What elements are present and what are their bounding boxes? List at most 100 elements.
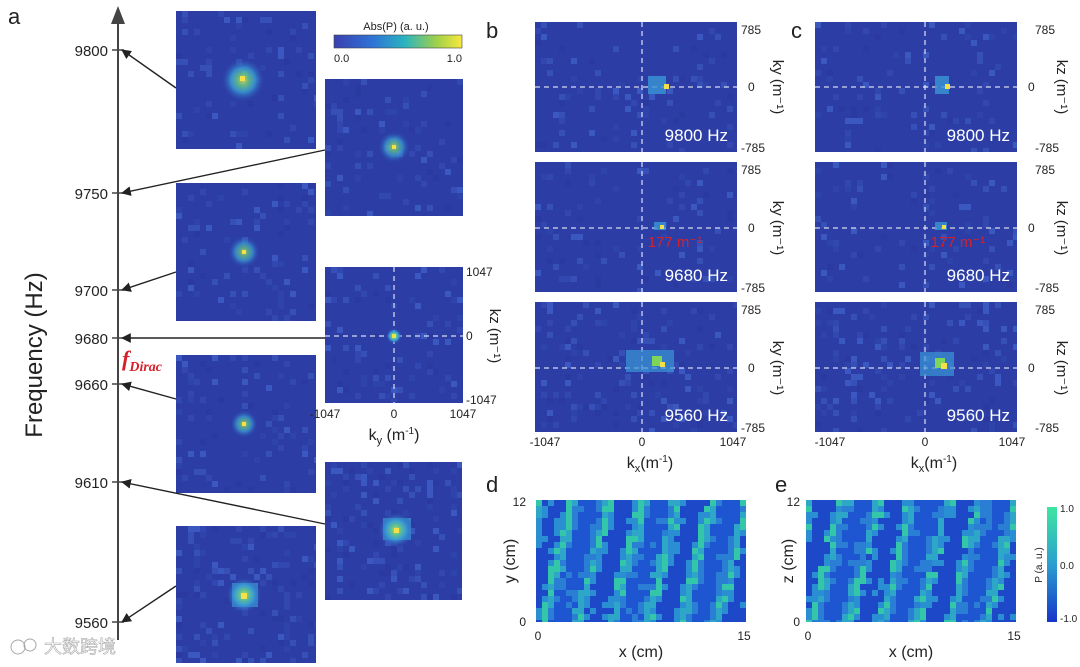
- noise-pixel: [935, 398, 941, 404]
- field-pixel: [866, 572, 872, 578]
- noise-pixel: [284, 634, 290, 640]
- noise-pixel: [451, 570, 457, 576]
- field-pixel: [872, 548, 878, 554]
- field-pixel: [962, 554, 968, 560]
- noise-pixel: [361, 522, 367, 528]
- field-pixel: [578, 566, 584, 572]
- noise-pixel: [284, 622, 290, 628]
- noise-pixel: [977, 374, 983, 380]
- field-pixel: [830, 602, 836, 608]
- panel-e-xlabel: x (cm): [889, 644, 933, 661]
- field-pixel: [572, 602, 578, 608]
- field-pixel: [1010, 614, 1016, 620]
- noise-pixel: [541, 142, 547, 148]
- noise-pixel: [451, 492, 457, 498]
- noise-pixel: [565, 326, 571, 332]
- noise-pixel: [361, 462, 367, 468]
- noise-pixel: [881, 338, 887, 344]
- noise-pixel: [308, 568, 314, 574]
- noise-pixel: [1013, 422, 1017, 428]
- noise-pixel: [451, 510, 457, 516]
- noise-pixel: [325, 181, 331, 187]
- field-pixel: [638, 596, 644, 602]
- noise-pixel: [248, 538, 254, 544]
- noise-pixel: [314, 562, 316, 568]
- field-pixel: [656, 500, 662, 506]
- field-pixel: [812, 566, 818, 572]
- field-pixel: [638, 560, 644, 566]
- noise-pixel: [284, 550, 290, 556]
- field-pixel: [842, 596, 848, 602]
- field-pixel: [578, 512, 584, 518]
- noise-pixel: [314, 95, 316, 101]
- field-pixel: [596, 506, 602, 512]
- noise-pixel: [308, 71, 314, 77]
- noise-pixel: [200, 640, 206, 646]
- noise-pixel: [685, 386, 691, 392]
- field-pixel: [1004, 620, 1010, 622]
- kspace-map-9610: [325, 462, 462, 600]
- field-pixel: [986, 560, 992, 566]
- field-pixel: [914, 572, 920, 578]
- field-pixel: [686, 590, 692, 596]
- field-pixel: [932, 548, 938, 554]
- field-pixel: [938, 596, 944, 602]
- noise-pixel: [977, 88, 983, 94]
- field-pixel: [884, 602, 890, 608]
- noise-pixel: [947, 320, 953, 326]
- noise-pixel: [989, 422, 995, 428]
- field-pixel: [908, 566, 914, 572]
- field-pixel: [740, 596, 746, 602]
- field-pixel: [542, 512, 548, 518]
- field-pixel: [932, 530, 938, 536]
- noise-pixel: [272, 255, 278, 261]
- field-pixel: [896, 596, 902, 602]
- noise-pixel: [236, 658, 242, 663]
- field-pixel: [590, 578, 596, 584]
- field-pixel: [638, 530, 644, 536]
- field-pixel: [632, 554, 638, 560]
- noise-pixel: [649, 338, 655, 344]
- field-pixel: [614, 554, 620, 560]
- field-pixel: [974, 512, 980, 518]
- field-pixel: [932, 602, 938, 608]
- field-pixel: [614, 530, 620, 536]
- noise-pixel: [242, 379, 248, 385]
- noise-pixel: [541, 302, 547, 308]
- field-pixel: [998, 536, 1004, 542]
- noise-pixel: [559, 46, 565, 52]
- noise-pixel: [284, 59, 290, 65]
- field-pixel: [1010, 596, 1016, 602]
- noise-pixel: [188, 131, 194, 137]
- field-pixel: [968, 530, 974, 536]
- noise-pixel: [727, 276, 733, 282]
- field-pixel: [830, 620, 836, 622]
- field-pixel: [998, 608, 1004, 614]
- field-pixel: [950, 596, 956, 602]
- field-pixel: [728, 500, 734, 506]
- field-pixel: [848, 554, 854, 560]
- noise-pixel: [337, 588, 343, 594]
- field-pixel: [620, 608, 626, 614]
- noise-pixel: [367, 163, 373, 169]
- field-pixel: [554, 566, 560, 572]
- noise-pixel: [343, 97, 349, 103]
- noise-pixel: [929, 130, 935, 136]
- noise-pixel: [685, 374, 691, 380]
- noise-pixel: [631, 100, 637, 106]
- field-pixel: [902, 566, 908, 572]
- field-pixel: [992, 590, 998, 596]
- noise-pixel: [595, 410, 601, 416]
- field-pixel: [668, 506, 674, 512]
- field-pixel: [536, 536, 542, 542]
- field-pixel: [968, 578, 974, 584]
- noise-pixel: [589, 58, 595, 64]
- noise-pixel: [911, 124, 917, 130]
- field-pixel: [626, 596, 632, 602]
- field-pixel: [656, 620, 662, 622]
- noise-pixel: [833, 326, 839, 332]
- noise-pixel: [863, 28, 869, 34]
- noise-pixel: [601, 168, 607, 174]
- field-pixel: [938, 524, 944, 530]
- noise-pixel: [983, 308, 989, 314]
